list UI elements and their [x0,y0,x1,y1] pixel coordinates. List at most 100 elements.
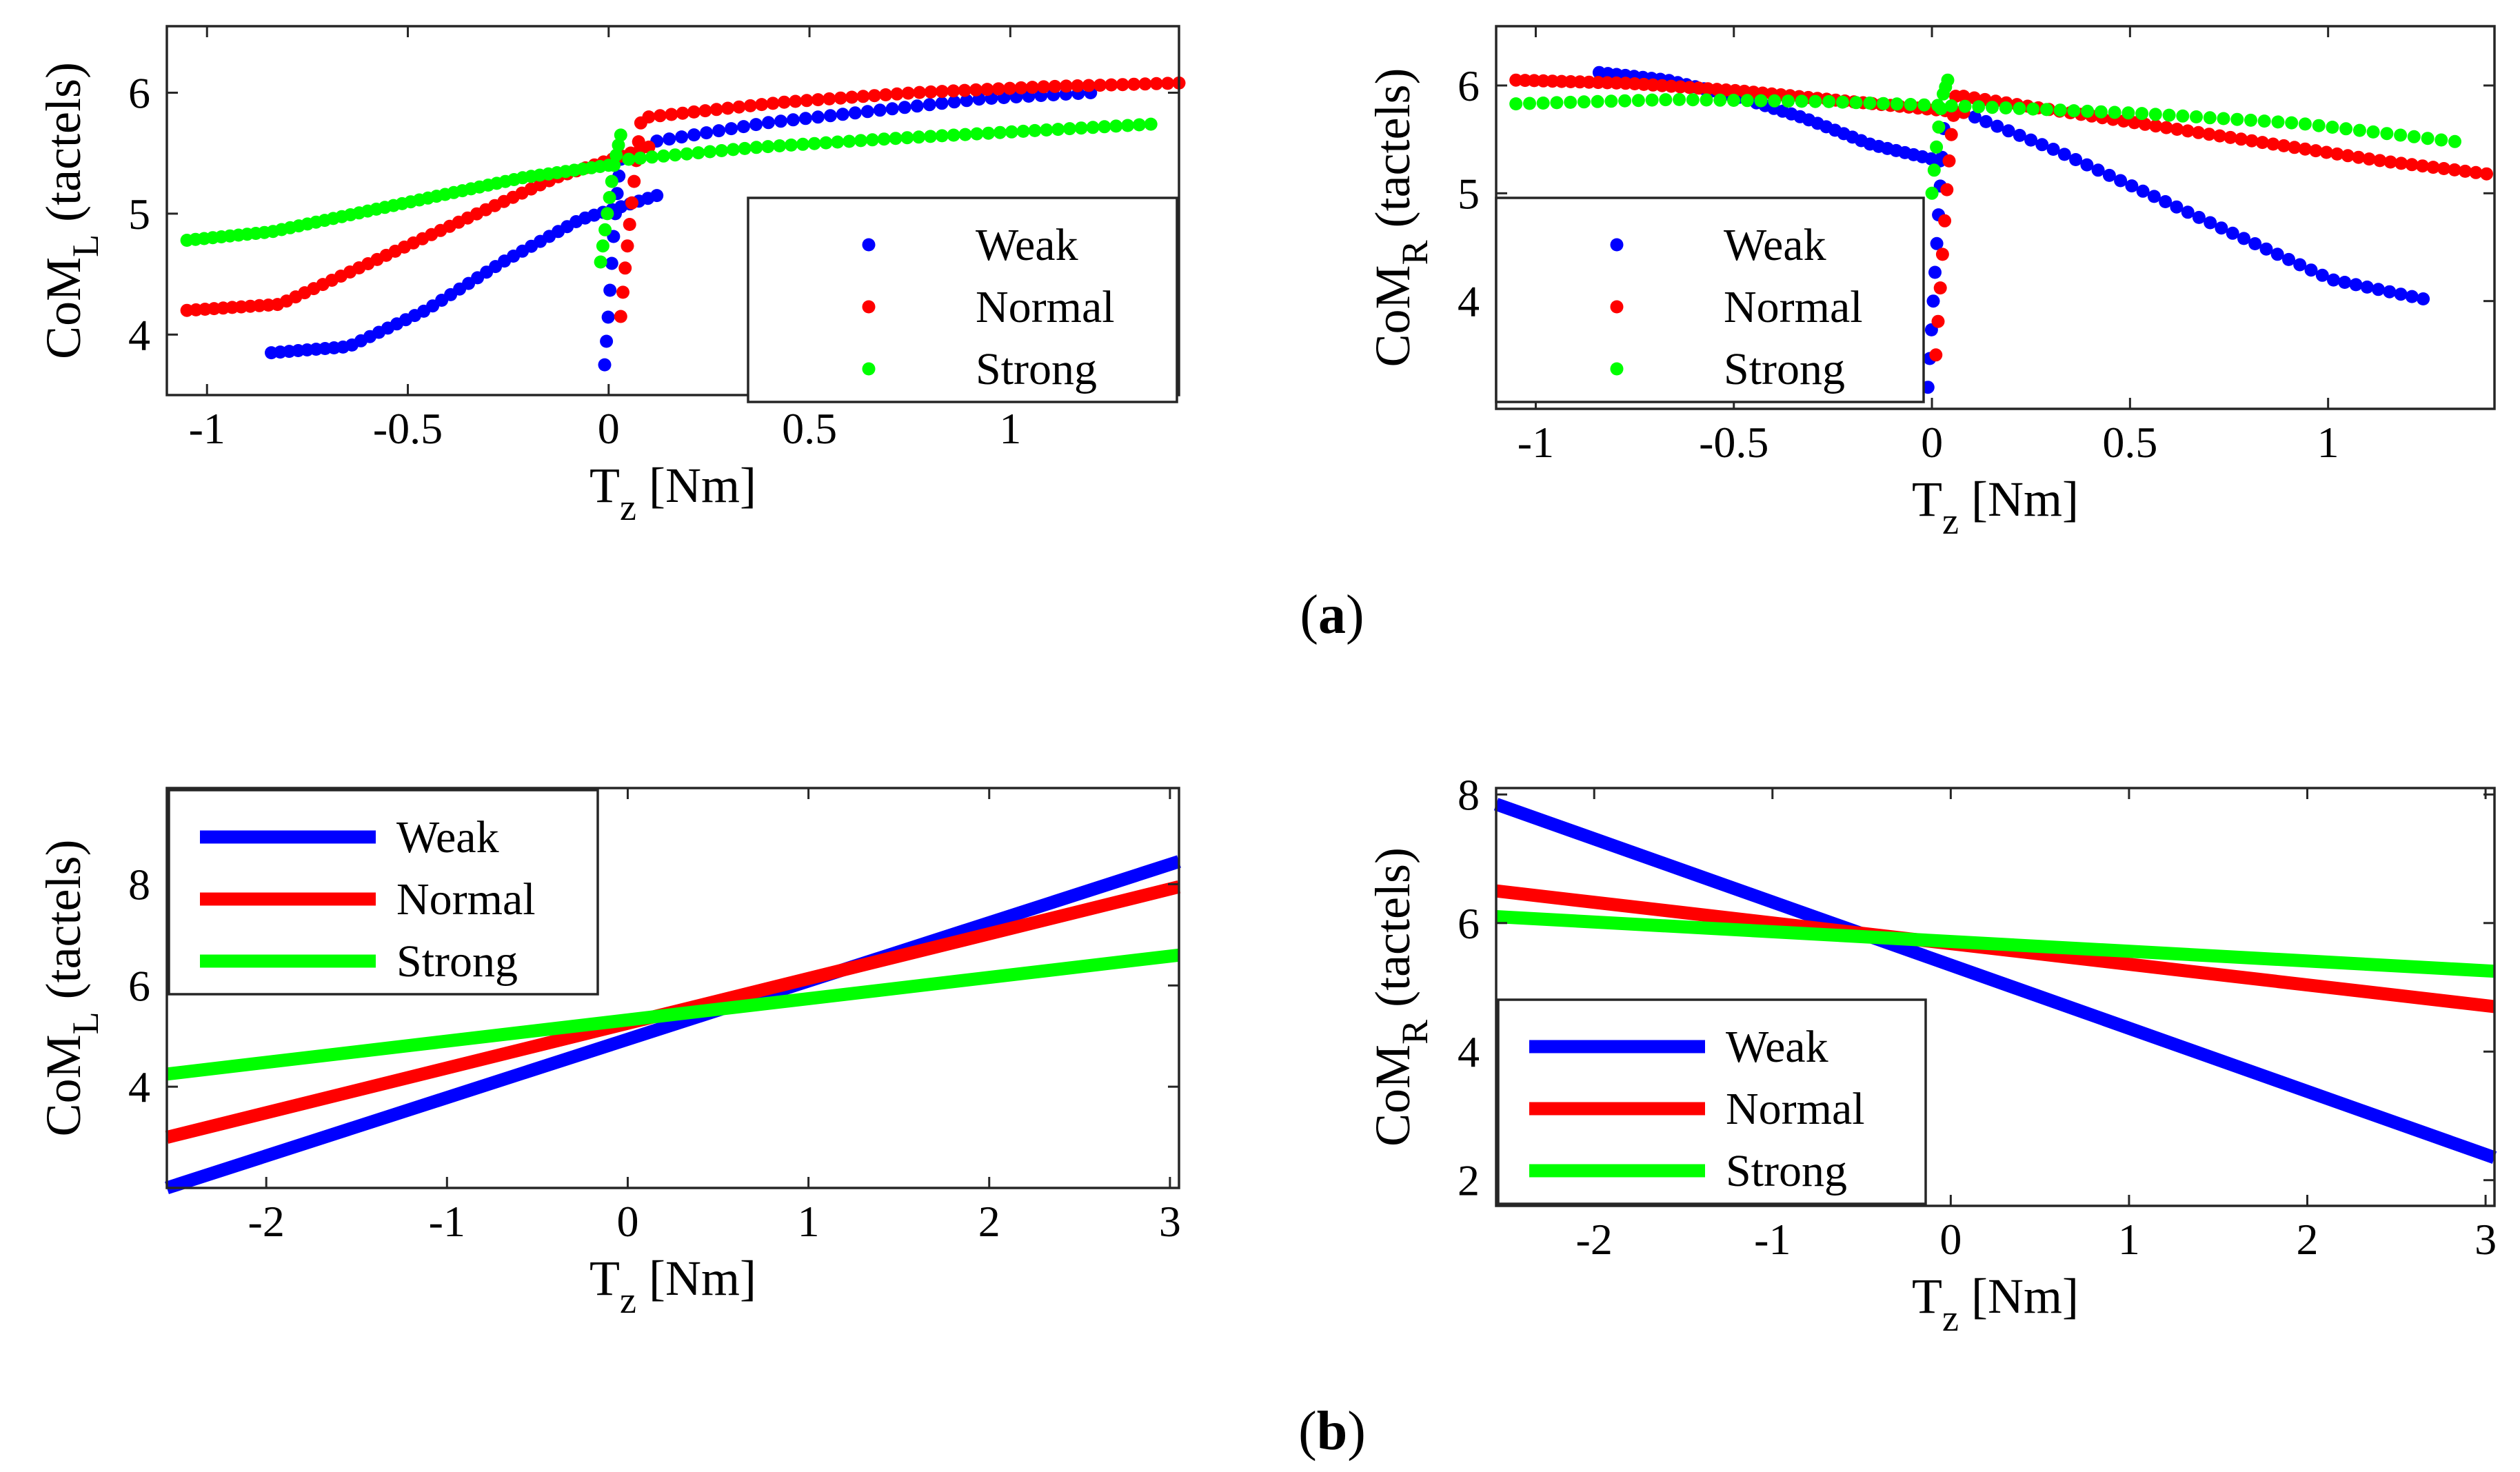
point-normal [2266,137,2280,151]
point-normal [1600,76,1614,90]
point-normal [2235,132,2248,146]
point-weak [1979,114,1993,128]
point-normal [800,94,814,108]
series-line-strong [165,948,1180,1081]
point-strong [1727,94,1740,107]
point-weak [2293,258,2307,272]
point-weak [811,110,825,124]
point-normal [2319,145,2333,159]
x-tick-label: -2 [1576,1215,1613,1264]
x-tick-label: 1 [2118,1215,2140,1264]
point-weak [2091,163,2105,177]
point-strong [2339,122,2353,136]
point-weak [2057,148,2071,161]
point-weak [737,120,750,134]
point-normal [1555,74,1569,88]
point-normal [789,94,803,108]
point-normal [2416,159,2430,173]
x-tick-label: 0 [616,1197,638,1246]
point-strong [1109,119,1123,133]
point-normal [2426,161,2440,174]
data-layer [1493,798,2497,1165]
data-layer [165,855,1181,1195]
legend-label-weak: Weak [396,812,499,863]
point-strong [1618,94,1632,108]
point-normal [2170,123,2184,136]
point-normal [879,88,893,101]
point-strong [645,150,659,164]
point-strong [1550,96,1564,110]
point-strong [1132,118,1146,132]
point-weak [600,334,614,348]
point-weak [947,95,961,109]
point-strong [2366,125,2380,139]
point-normal [1014,81,1028,94]
point-normal [823,92,836,105]
point-strong [1577,95,1591,109]
point-strong [1005,125,1018,139]
point-normal [867,89,881,103]
y-tick-label: 4 [1458,277,1480,326]
point-strong [1564,95,1577,109]
point-weak [848,106,862,120]
point-normal [1048,79,1062,93]
x-tick-label: 3 [1159,1197,1181,1246]
y-tick-label: 5 [1458,169,1480,218]
point-normal [2362,152,2376,166]
point-normal [755,98,769,112]
point-weak [910,99,924,113]
point-strong [1768,94,1782,108]
legend-marker-strong [1610,362,1624,376]
point-weak [1968,110,1982,124]
point-strong [1098,120,1111,134]
point-strong [2013,101,2026,115]
point-strong [1927,163,1941,177]
point-normal [2202,128,2216,141]
point-strong [2352,123,2366,137]
point-normal [687,105,700,119]
point-normal [980,83,994,97]
x-tick-label: -1 [1754,1215,1791,1264]
point-strong [622,152,636,166]
y-tick-label: 6 [128,68,150,117]
point-weak [2270,248,2284,261]
point-strong [1144,117,1158,131]
point-normal [1127,77,1141,91]
point-strong [1904,98,1917,111]
point-strong [1673,92,1686,106]
point-strong [854,134,867,148]
point-weak [2024,133,2038,147]
point-strong [1121,119,1135,132]
point-normal [676,106,689,120]
point-strong [924,130,937,143]
point-weak [898,101,911,114]
x-tick-label: 1 [2317,418,2339,467]
point-normal [1059,79,1073,93]
point-strong [1028,123,1042,137]
point-strong [680,147,694,161]
point-weak [823,109,837,123]
point-normal [665,108,678,121]
point-strong [843,134,856,148]
point-strong [1986,101,1999,114]
point-normal [969,83,982,97]
point-strong [1822,94,1836,108]
point-strong [2285,116,2299,130]
point-strong [2053,103,2067,117]
point-strong [668,148,682,162]
point-strong [1958,99,1972,113]
point-normal [2255,136,2269,150]
point-strong [2039,103,2053,117]
point-normal [632,135,645,149]
point-weak [2181,205,2195,219]
point-strong [2094,105,2108,119]
legend-marker-strong [862,362,876,376]
point-normal [958,83,971,97]
point-normal [1116,78,1129,92]
point-strong [1795,94,1808,108]
point-normal [1509,73,1523,87]
point-strong [819,136,833,150]
point-strong [2026,102,2040,116]
point-strong [2380,127,2394,141]
y-tick-label: 2 [1458,1156,1480,1205]
